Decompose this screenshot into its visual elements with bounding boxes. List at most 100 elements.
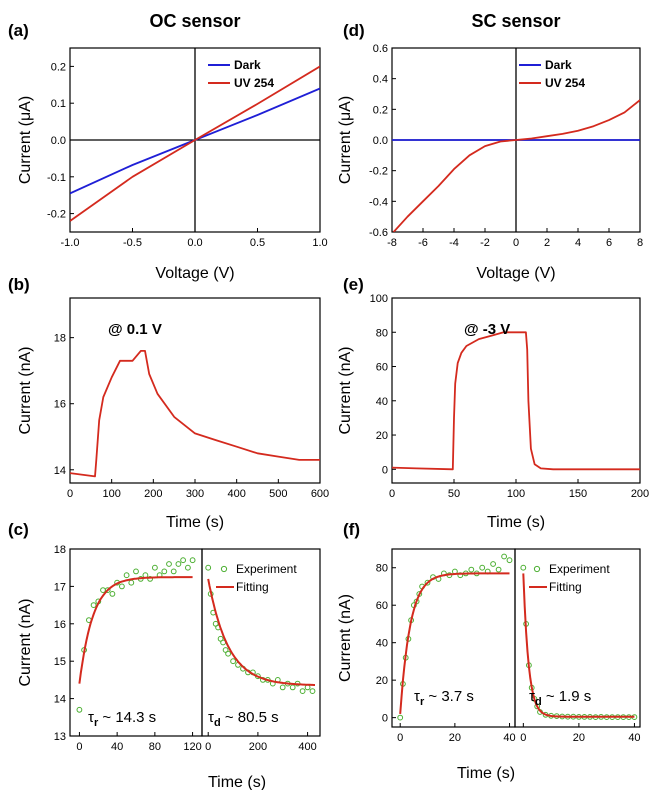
x-tick-label: 120 (183, 741, 201, 753)
x-axis-label: Time (s) (487, 514, 545, 531)
chart-c1: 0 40 80 120 13 14 15 16 17 18 (c) Current (nA) τr ~ … (8, 520, 203, 753)
x-tick-label: 0 (205, 741, 211, 753)
x-tick-label: 0.0 (187, 237, 202, 249)
x-axis-label: Voltage (V) (155, 265, 234, 282)
x-tick-label: 0 (397, 732, 403, 744)
experiment-point (104, 587, 111, 593)
y-tick-label: 14 (54, 694, 66, 706)
y-tick-label: 0.2 (51, 61, 66, 73)
fitting-curve (522, 573, 635, 718)
x-tick-label: -0.5 (123, 237, 142, 249)
experiment-point (225, 650, 232, 657)
experiment-point (147, 576, 154, 582)
x-tick-label: 100 (102, 488, 120, 500)
panel-label: (a) (8, 21, 29, 40)
x-tick-label: 40 (111, 741, 123, 753)
y-tick-label: 100 (370, 293, 388, 305)
experiment-point (506, 557, 513, 564)
experiment-point (289, 684, 296, 691)
x-tick-label: 50 (448, 488, 460, 500)
x-tick-label: -1.0 (61, 237, 80, 249)
legend-entry: Fitting (236, 580, 269, 594)
y-tick-label: 18 (54, 333, 66, 345)
x-tick-label: 20 (449, 732, 461, 744)
y-tick-label: 13 (54, 731, 66, 743)
experiment-point (128, 579, 135, 586)
y-axis-label: Current (nA) (337, 594, 354, 682)
y-tick-label: 14 (54, 465, 66, 477)
y-tick-label: 40 (376, 638, 388, 650)
fitting-curve (78, 576, 193, 684)
y-tick-label: 15 (54, 656, 66, 668)
experiment-point (100, 587, 106, 593)
experiment-point (230, 658, 237, 665)
x-tick-label: 0 (67, 488, 73, 500)
y-tick-label: -0.4 (369, 196, 388, 208)
x-tick-label: 80 (149, 741, 161, 753)
series-line-uv-254 (392, 99, 640, 232)
y-tick-label: 0 (382, 713, 388, 725)
legend-entry: UV 254 (545, 76, 585, 90)
x-tick-label: 2 (544, 237, 550, 249)
time-constant-label: τd ~ 80.5 s (208, 709, 279, 729)
legend-entry: UV 254 (234, 76, 274, 90)
x-tick-label: -6 (418, 237, 428, 249)
header-sc-sensor: SC sensor (471, 11, 560, 31)
experiment-point (468, 566, 475, 573)
x-tick-label: -4 (449, 237, 459, 249)
header-oc-sensor: OC sensor (149, 11, 240, 31)
y-tick-label: 16 (54, 399, 66, 411)
chart-a: -1.0 -0.5 0.0 0.5 1.0 -0.2 -0.1 0.0 0.1 0.2 (a) Vol… (8, 21, 328, 282)
data-layer (392, 331, 640, 471)
x-tick-label: 1.0 (312, 237, 327, 249)
bias-annotation: @ -3 V (464, 321, 510, 338)
y-tick-label: -0.2 (47, 209, 66, 221)
y-tick-label: 0.4 (373, 74, 388, 86)
y-tick-label: 80 (376, 563, 388, 575)
legend-swatch (533, 565, 541, 573)
experiment-point (133, 568, 139, 575)
c-shared-xlabel: Time (s) (208, 774, 266, 790)
y-tick-label: 0.6 (373, 43, 388, 55)
y-tick-label: 40 (376, 396, 388, 408)
legend-swatch (220, 565, 228, 573)
chart-e: 0 50 100 150 200 0 20 40 60 80 100 (e) Time (s) Curre… (337, 275, 649, 531)
experiment-point (520, 564, 527, 571)
panel-label: (b) (8, 275, 30, 294)
experiment-point (185, 564, 191, 571)
x-tick-label: 40 (628, 732, 640, 744)
y-tick-label: 60 (376, 600, 388, 612)
experiment-point (161, 568, 168, 575)
experiment-point (109, 591, 116, 597)
legend-entry: Fitting (549, 580, 582, 594)
x-tick-label: 400 (298, 741, 316, 753)
experiment-point (170, 568, 177, 575)
series-line-current (392, 331, 640, 471)
experiment-point (479, 564, 486, 571)
x-tick-label: 200 (631, 488, 649, 500)
experiment-point (309, 688, 316, 694)
y-tick-label: 0.0 (373, 135, 388, 147)
experiment-point (175, 561, 182, 567)
panel-label: (d) (343, 21, 365, 40)
chart-c2: 0 200 400 Experiment Fitting τd ~ 80.5 s (201, 548, 321, 753)
legend-entry: Dark (545, 58, 572, 72)
series-line-uv-254 (70, 65, 320, 222)
x-tick-label: 4 (575, 237, 581, 249)
data-layer (70, 65, 320, 222)
chart-b: 0 100 200 300 400 500 600 14 16 18 (b) Time (s) Curr… (8, 275, 329, 531)
x-tick-label: 0 (513, 237, 519, 249)
experiment-point (76, 706, 83, 713)
fitting-curve (207, 578, 315, 686)
panel-label: (f) (343, 520, 360, 539)
y-tick-label: 0.0 (51, 135, 66, 147)
y-axis-label: Current (nA) (17, 346, 34, 434)
x-tick-label: 8 (637, 237, 643, 249)
panel-label: (c) (8, 520, 29, 539)
plot-frame (201, 548, 321, 737)
x-tick-label: 6 (606, 237, 612, 249)
y-tick-label: 20 (376, 430, 388, 442)
x-axis-label: Time (s) (166, 514, 224, 531)
panel-label: (e) (343, 275, 364, 294)
